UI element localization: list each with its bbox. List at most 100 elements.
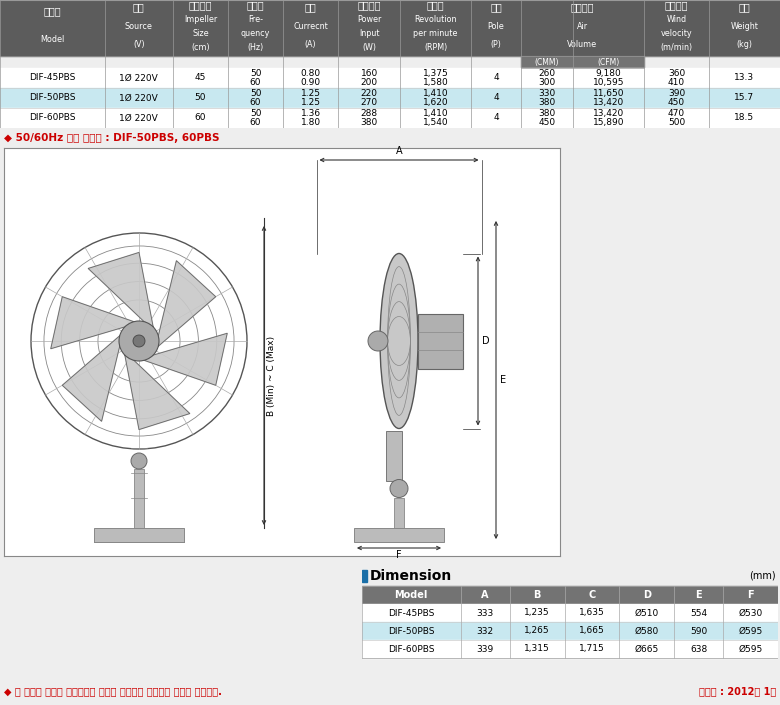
Text: 160: 160 — [360, 69, 378, 78]
Bar — [386, 431, 402, 481]
Text: 1,375: 1,375 — [423, 69, 448, 78]
Bar — [94, 528, 184, 542]
Text: 339: 339 — [477, 644, 494, 654]
Circle shape — [131, 453, 147, 469]
Text: Pole: Pole — [488, 22, 505, 30]
Text: 4: 4 — [493, 114, 498, 123]
Text: 9,180: 9,180 — [596, 69, 622, 78]
Text: DIF-60PBS: DIF-60PBS — [388, 644, 434, 654]
Text: Air: Air — [577, 22, 588, 30]
Text: Ø510: Ø510 — [634, 608, 659, 618]
Text: (Hz): (Hz) — [247, 43, 264, 52]
Text: 10,595: 10,595 — [593, 78, 624, 87]
Polygon shape — [144, 333, 227, 385]
Text: 50: 50 — [195, 94, 206, 102]
Text: 380: 380 — [360, 118, 378, 127]
Text: 극수: 극수 — [490, 2, 502, 13]
Text: Wind: Wind — [666, 15, 686, 24]
Text: 0.90: 0.90 — [300, 78, 321, 87]
Text: (kg): (kg) — [736, 40, 753, 49]
Text: Volume: Volume — [567, 40, 597, 49]
Polygon shape — [51, 297, 134, 349]
Text: (mm): (mm) — [750, 571, 776, 581]
Circle shape — [133, 335, 145, 347]
Bar — [418, 314, 463, 369]
Bar — [0, 88, 780, 108]
Circle shape — [390, 479, 408, 498]
Text: 1,665: 1,665 — [579, 627, 604, 635]
Bar — [520, 56, 644, 68]
Text: 638: 638 — [690, 644, 707, 654]
Text: ◆ 본 제품의 사양은 품질개선을 위하여 예고없이 변경되는 경우가 있습니다.: ◆ 본 제품의 사양은 품질개선을 위하여 예고없이 변경되는 경우가 있습니다… — [4, 686, 222, 696]
Text: 450: 450 — [668, 98, 685, 107]
Ellipse shape — [380, 254, 418, 429]
Text: 13.3: 13.3 — [734, 73, 754, 82]
Text: 11,650: 11,650 — [593, 89, 624, 98]
Text: (m/min): (m/min) — [661, 43, 693, 52]
Text: 1.36: 1.36 — [300, 109, 321, 118]
Bar — [0, 68, 780, 88]
Text: (CFM): (CFM) — [597, 58, 619, 66]
Text: 회전수: 회전수 — [427, 1, 445, 11]
Bar — [354, 528, 444, 542]
Text: Impeller: Impeller — [184, 15, 217, 24]
Bar — [0, 0, 780, 56]
Text: 360: 360 — [668, 69, 685, 78]
Text: 18.5: 18.5 — [734, 114, 754, 123]
Text: Dimension: Dimension — [370, 569, 452, 583]
Text: C: C — [588, 590, 595, 600]
Text: (cm): (cm) — [191, 43, 210, 52]
Text: 470: 470 — [668, 109, 685, 118]
Text: E: E — [695, 590, 702, 600]
Text: 45: 45 — [195, 73, 206, 82]
Text: (V): (V) — [133, 40, 144, 49]
Text: 1.25: 1.25 — [300, 89, 321, 98]
Text: 330: 330 — [538, 89, 555, 98]
Text: Ø580: Ø580 — [634, 627, 659, 635]
Text: 15.7: 15.7 — [734, 94, 754, 102]
Text: F: F — [396, 550, 402, 560]
Circle shape — [368, 331, 388, 351]
Text: 410: 410 — [668, 78, 685, 87]
Text: 288: 288 — [360, 109, 378, 118]
Polygon shape — [62, 336, 119, 422]
Text: F: F — [747, 590, 754, 600]
Text: (RPM): (RPM) — [424, 43, 447, 52]
Text: 270: 270 — [360, 98, 378, 107]
Bar — [362, 586, 778, 604]
Text: B (Min) ~ C (Max): B (Min) ~ C (Max) — [267, 336, 276, 415]
Text: Fre-: Fre- — [248, 15, 263, 24]
Text: 1,410: 1,410 — [423, 109, 448, 118]
Text: (A): (A) — [305, 40, 317, 49]
Text: Model: Model — [395, 590, 428, 600]
Text: 260: 260 — [538, 69, 555, 78]
Bar — [0, 108, 780, 128]
Bar — [134, 469, 144, 528]
Polygon shape — [125, 355, 190, 429]
Text: 1,410: 1,410 — [423, 89, 448, 98]
Text: 4: 4 — [493, 94, 498, 102]
Text: Currecnt: Currecnt — [293, 22, 328, 30]
Text: Ø595: Ø595 — [739, 644, 763, 654]
Text: 50: 50 — [250, 69, 261, 78]
Text: 590: 590 — [690, 627, 707, 635]
Text: A: A — [481, 590, 489, 600]
Circle shape — [119, 321, 159, 361]
Text: DIF-45PBS: DIF-45PBS — [388, 608, 434, 618]
Text: Source: Source — [125, 22, 153, 30]
Text: 390: 390 — [668, 89, 685, 98]
Text: 500: 500 — [668, 118, 685, 127]
Text: Ø530: Ø530 — [739, 608, 763, 618]
Text: Weight: Weight — [730, 22, 758, 30]
Text: Power: Power — [357, 15, 381, 24]
Text: quency: quency — [241, 29, 270, 38]
Text: A: A — [395, 146, 402, 156]
Text: 300: 300 — [538, 78, 555, 87]
Polygon shape — [158, 261, 216, 346]
Text: 15,890: 15,890 — [593, 118, 624, 127]
Text: 제품명: 제품명 — [44, 6, 61, 16]
Text: 중량: 중량 — [739, 2, 750, 13]
Text: 50: 50 — [250, 109, 261, 118]
Text: 0.80: 0.80 — [300, 69, 321, 78]
Text: 1Ø 220V: 1Ø 220V — [119, 94, 158, 102]
